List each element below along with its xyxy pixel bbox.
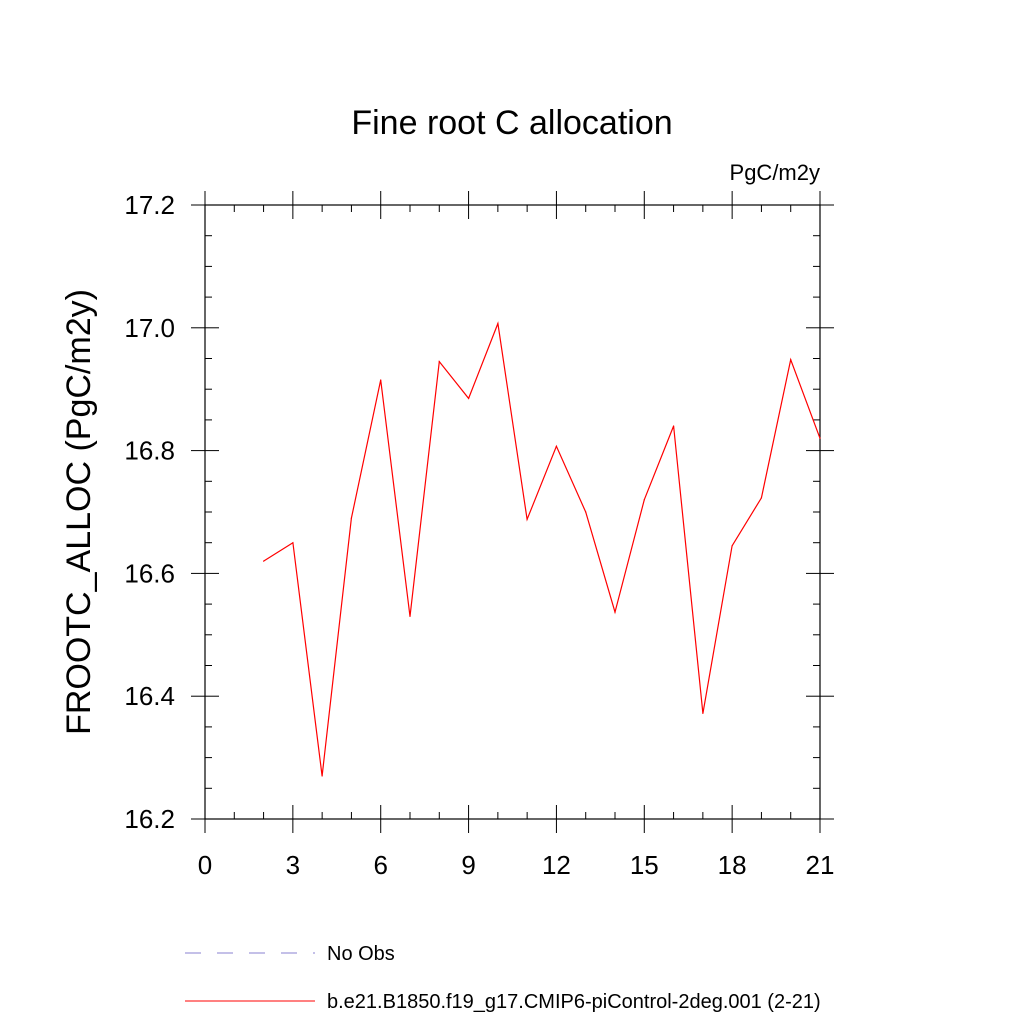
data-point [790,359,792,361]
data-point [497,322,499,325]
units-label: PgC/m2y [730,160,820,185]
y-axis-label: FROOTC_ALLOC (PgC/m2y) [60,289,98,735]
data-point [819,437,821,439]
y-tick-label: 17.0 [124,313,175,343]
data-point [673,425,675,427]
x-tick-label: 15 [630,850,659,880]
y-tick-label: 16.4 [124,681,175,711]
x-tick-label: 12 [542,850,571,880]
y-tick-label: 16.6 [124,558,175,588]
series-layer [263,321,821,777]
plot-frame [204,204,821,820]
y-tick-label: 16.8 [124,436,175,466]
data-point [526,518,528,521]
data-point [321,775,323,777]
data-point [614,611,616,613]
data-point [585,511,587,513]
data-point [380,379,382,381]
data-point [760,497,763,499]
data-point [643,499,645,501]
data-point [438,361,440,363]
x-tick-label: 21 [806,850,835,880]
x-tick-label: 9 [461,850,475,880]
data-point [292,542,294,544]
data-point [263,560,265,562]
x-tick-label: 6 [373,850,387,880]
series-line-0 [263,321,821,777]
legend-label-no-obs: No Obs [327,943,395,965]
axis-ticks: 0 3 6 9 12 15 18 21 16.2 16.4 16.6 16.8 17.0 17.2 [124,190,834,880]
legend-label-control-run: b.e21.B1850.f19_g17.CMIP6-piControl-2deg… [327,991,821,1013]
y-tick-label: 17.2 [124,190,175,220]
data-point [702,712,704,715]
data-point [731,545,733,547]
y-tick-label: 16.2 [124,804,175,834]
data-point [555,445,558,447]
chart-title: Fine root C allocation [351,104,672,142]
data-point [468,397,470,399]
data-point [409,615,411,618]
data-point [350,517,352,519]
x-tick-label: 3 [286,850,300,880]
x-tick-label: 18 [718,850,747,880]
x-tick-label: 0 [198,850,212,880]
